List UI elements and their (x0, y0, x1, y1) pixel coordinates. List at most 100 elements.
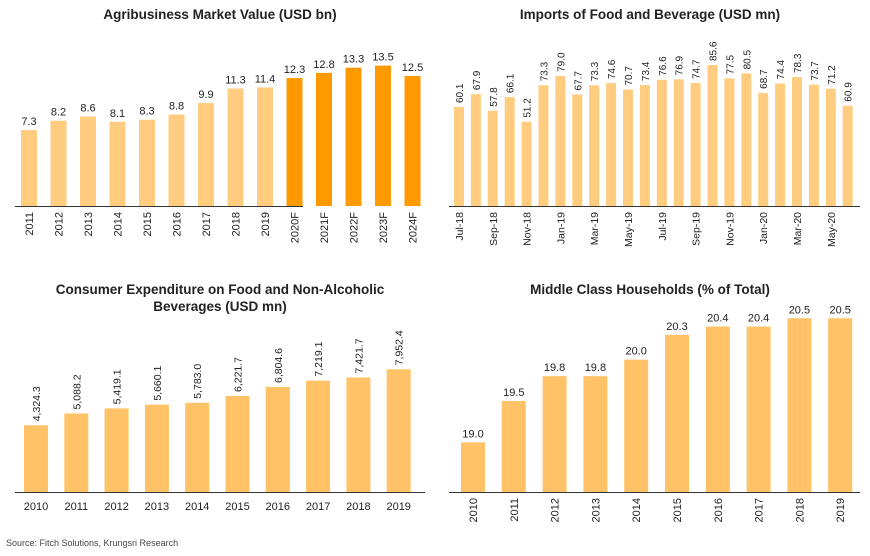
bar-2016 (168, 114, 185, 206)
value-label-2014: 8.1 (110, 108, 125, 120)
tick-label-Mar-20: Mar-20 (792, 212, 804, 245)
tick-label-2016: 2016 (713, 498, 725, 522)
bar-2012 (50, 120, 67, 206)
tick-label-2011: 2011 (24, 212, 36, 236)
value-label-Feb-19: 67.7 (573, 71, 584, 91)
bar-Sep-18 (487, 110, 498, 206)
value-label-Jan-19: 79.0 (556, 52, 567, 72)
chart-title-agribusiness: Agribusiness Market Value (USD bn) (103, 7, 337, 22)
value-label-Oct-18: 66.1 (506, 73, 517, 93)
value-label-Aug-19: 76.9 (675, 55, 686, 75)
value-label-Apr-19: 74.6 (607, 59, 618, 79)
tick-label-Sep-18: Sep-18 (488, 212, 500, 246)
value-label-Jan-20: 68.7 (759, 69, 770, 89)
bar-Dec-18 (538, 85, 549, 206)
bar-Dec-19 (741, 73, 752, 206)
bar-2014 (185, 402, 210, 492)
bar-Oct-19 (707, 65, 718, 206)
tick-label-2015: 2015 (225, 501, 249, 513)
bar-2011 (21, 130, 37, 206)
value-label-2023F: 13.5 (372, 52, 393, 64)
tick-label-2012: 2012 (54, 212, 66, 236)
chart-title-line-1: Consumer Expenditure on Food and Non-Alc… (55, 282, 385, 297)
bar-2018 (787, 318, 812, 492)
value-label-2010: 19.0 (462, 428, 483, 440)
bar-2011 (501, 401, 526, 492)
value-label-2011: 5,088.2 (71, 374, 83, 409)
tick-label-2018: 2018 (794, 498, 806, 522)
tick-label-Mar-19: Mar-19 (589, 212, 601, 245)
tick-label-May-19: May-19 (623, 212, 635, 247)
bar-2012 (104, 408, 129, 492)
value-label-2022F: 13.3 (343, 54, 364, 66)
value-label-2012: 8.2 (51, 107, 66, 119)
bar-2024F (404, 76, 421, 206)
tick-label-2013: 2013 (590, 498, 602, 522)
tick-label-May-20: May-20 (826, 212, 838, 247)
value-label-2015: 8.3 (139, 106, 154, 118)
tick-label-2018: 2018 (346, 501, 370, 513)
tick-label-2012: 2012 (550, 498, 562, 522)
bar-2019 (257, 87, 273, 206)
tick-label-2010: 2010 (468, 498, 480, 522)
tick-label-Nov-18: Nov-18 (522, 212, 534, 246)
value-label-2016: 6,804.6 (273, 348, 285, 383)
bar-2017 (198, 103, 214, 206)
tick-label-2010: 2010 (24, 501, 48, 513)
bar-2019 (386, 369, 411, 492)
value-label-2014: 20.0 (625, 346, 646, 358)
bar-2015 (665, 334, 689, 492)
value-label-Feb-20: 74.4 (776, 60, 787, 80)
value-label-2019: 11.4 (255, 73, 276, 85)
tick-label-Jul-19: Jul-19 (657, 212, 669, 241)
tick-label-2018: 2018 (231, 212, 243, 236)
bar-2013 (144, 404, 169, 492)
value-label-2014: 5,783.0 (192, 364, 204, 399)
bar-2014 (624, 359, 649, 492)
value-label-2016: 20.4 (707, 313, 728, 325)
value-label-2019: 20.5 (829, 304, 850, 316)
value-label-Mar-20: 78.3 (793, 53, 804, 73)
bar-2017 (306, 380, 331, 492)
value-label-2024F: 12.5 (402, 62, 423, 74)
tick-label-2014: 2014 (631, 498, 643, 522)
tick-label-2020F: 2020F (290, 212, 302, 243)
value-label-Aug-18: 67.9 (472, 70, 483, 90)
value-label-2017: 20.4 (748, 313, 769, 325)
tick-label-2013: 2013 (83, 212, 95, 236)
tick-label-2017: 2017 (306, 501, 330, 513)
value-label-2010: 4,324.3 (31, 386, 43, 421)
tick-label-2019: 2019 (260, 212, 272, 236)
bar-2021F (316, 72, 332, 206)
chart-title-imports: Imports of Food and Beverage (USD mn) (519, 7, 781, 22)
value-label-Jun-20: 60.9 (844, 82, 855, 102)
tick-label-2023F: 2023F (378, 212, 390, 243)
tick-label-Nov-19: Nov-19 (724, 212, 736, 246)
tick-label-Jan-19: Jan-19 (555, 212, 567, 244)
tick-label-2013: 2013 (145, 501, 169, 513)
bar-2017 (746, 326, 771, 492)
bar-2013 (80, 116, 96, 206)
bar-Nov-18 (521, 121, 532, 206)
tick-label-2024F: 2024F (408, 212, 420, 243)
bar-2013 (583, 376, 608, 492)
tick-label-2019: 2019 (835, 498, 847, 522)
value-label-Sep-18: 57.8 (489, 87, 500, 107)
value-label-2012: 5,419.1 (112, 369, 124, 404)
chart-title-consumer-expenditure: Consumer Expenditure on Food and Non-Alc… (10, 281, 430, 315)
tick-label-2012: 2012 (104, 501, 128, 513)
value-label-2016: 8.8 (169, 100, 184, 112)
bar-2010 (24, 425, 48, 492)
value-label-2020F: 12.3 (284, 64, 305, 76)
bar-Aug-18 (470, 94, 481, 206)
tick-label-2014: 2014 (113, 212, 125, 236)
value-label-Dec-19: 80.5 (742, 50, 753, 70)
value-label-Jul-19: 76.6 (658, 56, 669, 76)
bar-Aug-19 (673, 79, 684, 206)
chart-title-middle-class: Middle Class Households (% of Total) (530, 282, 770, 297)
bar-2016 (705, 326, 730, 492)
bar-Apr-19 (606, 83, 617, 206)
source-note: Source: Fitch Solutions, Krungsri Resear… (6, 538, 179, 548)
